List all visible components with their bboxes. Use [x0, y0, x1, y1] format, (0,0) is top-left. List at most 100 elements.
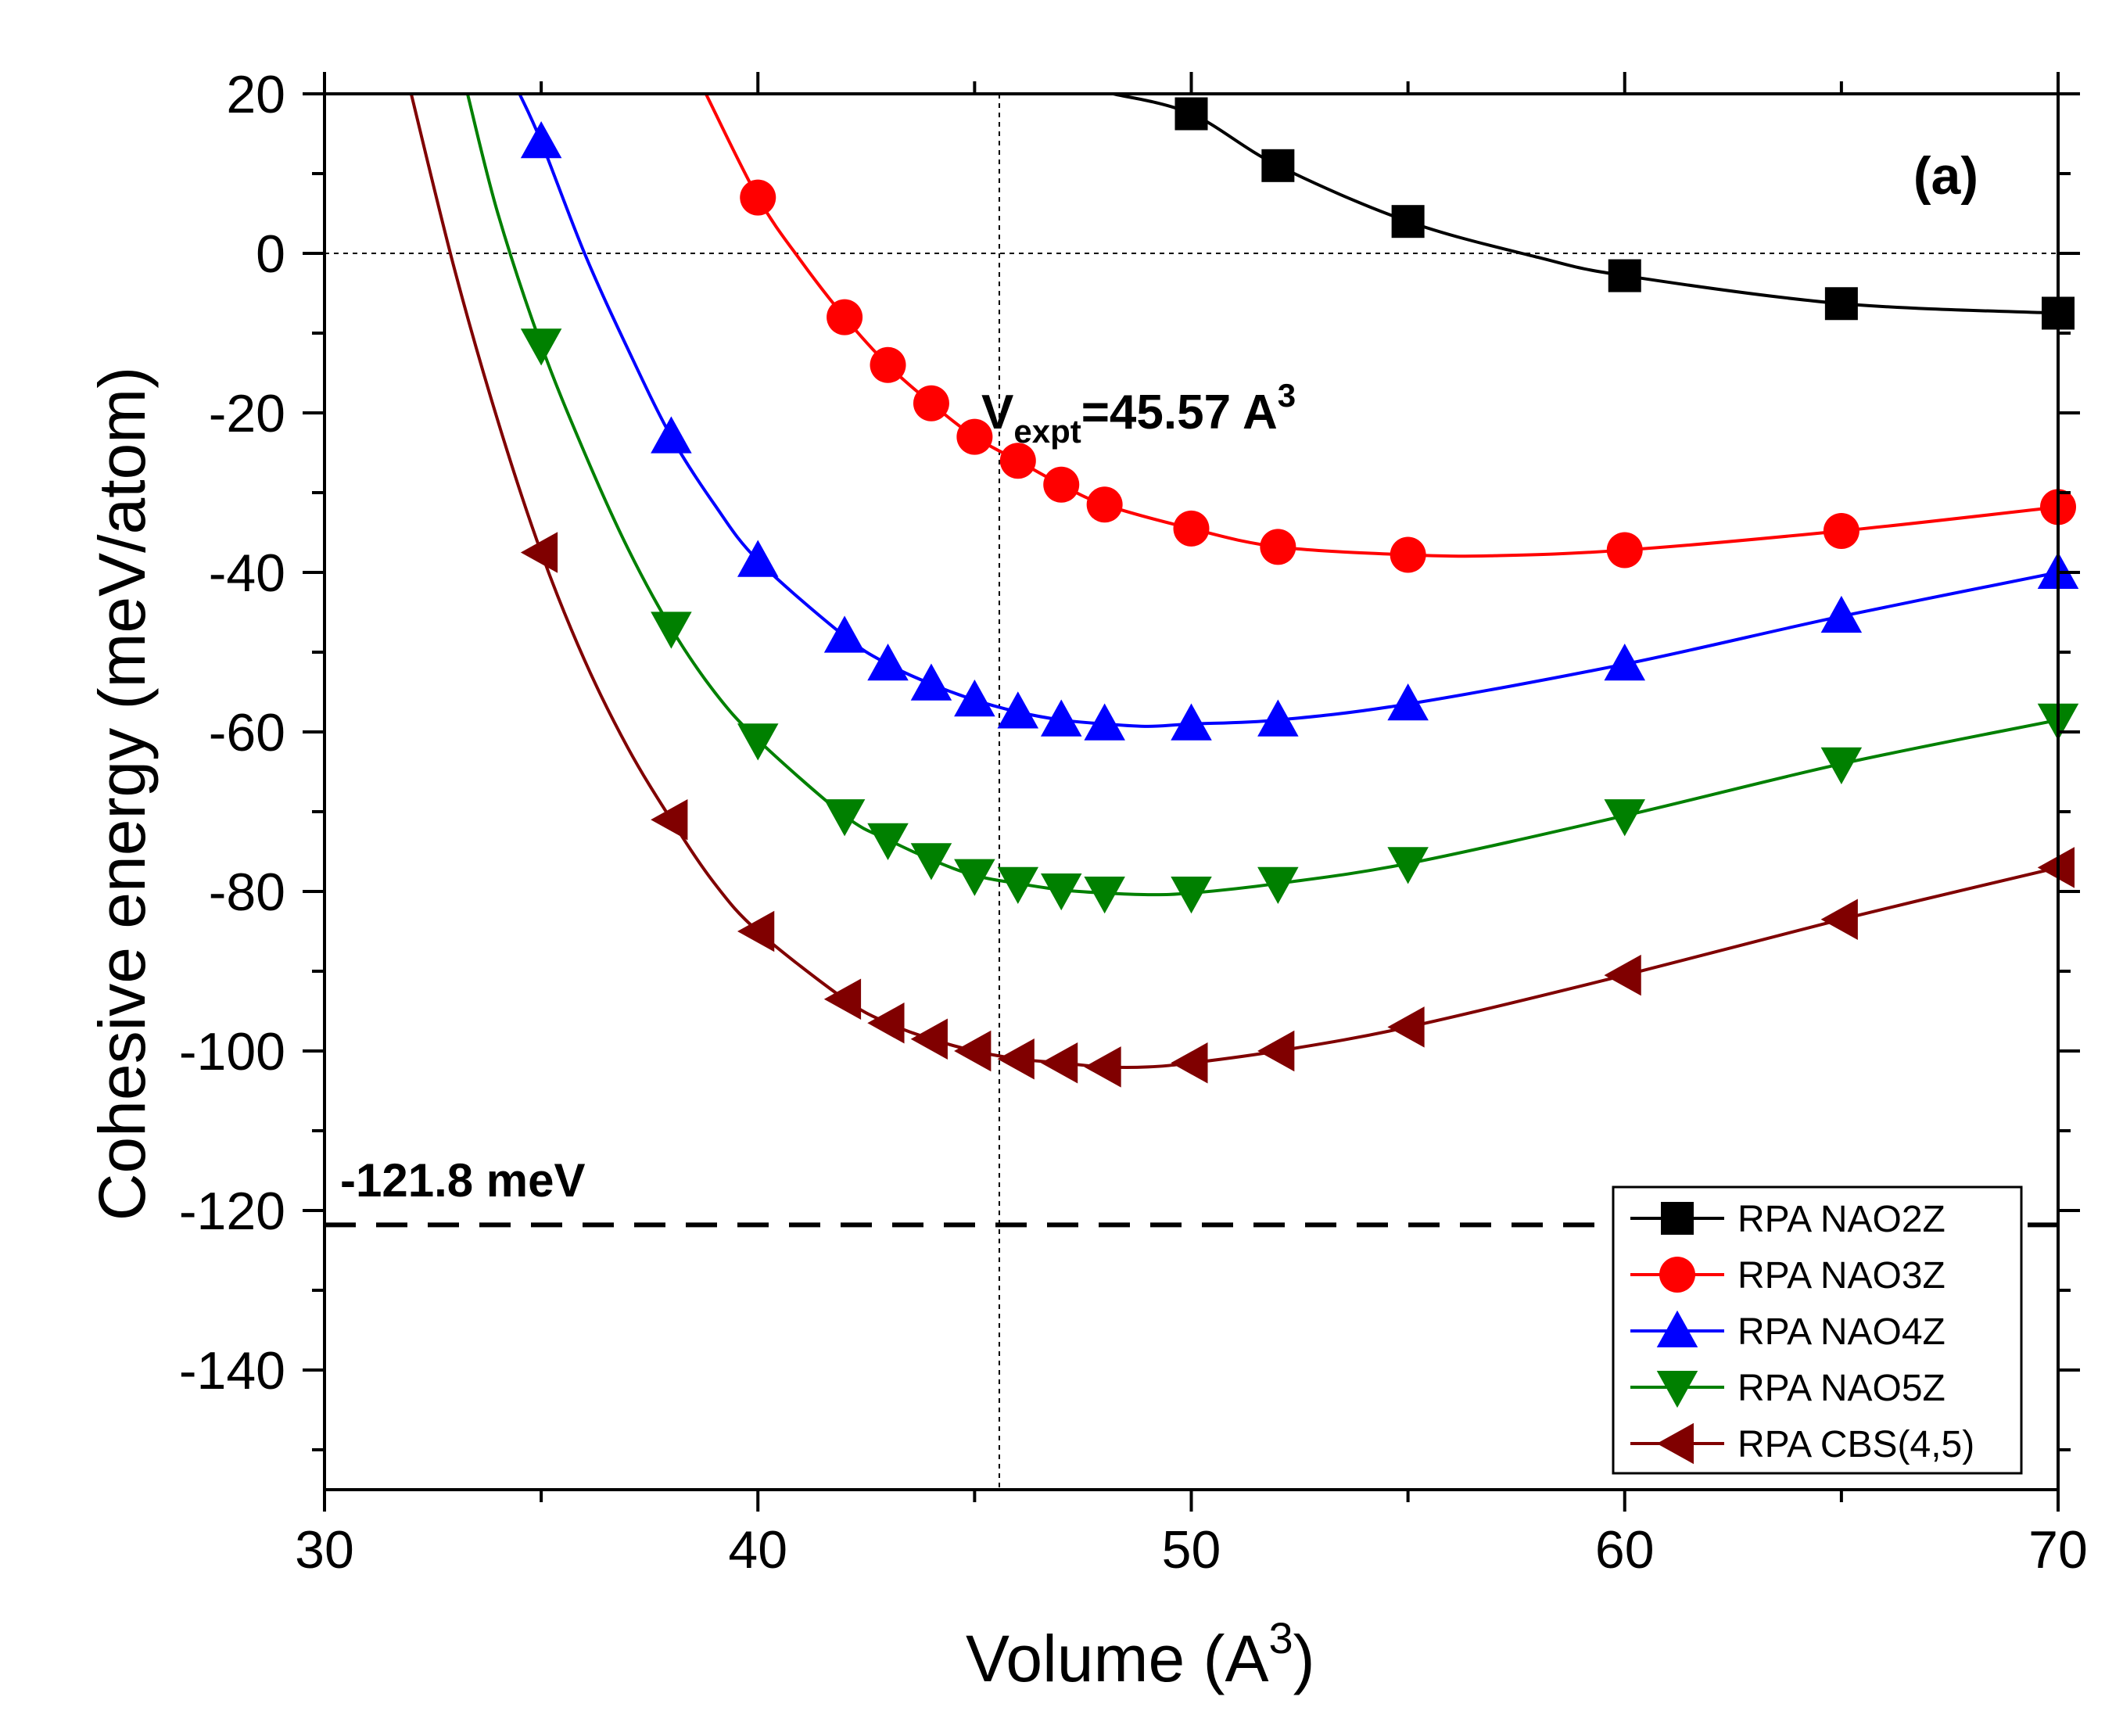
marker-rpa-nao4z-5 [910, 663, 952, 701]
marker-rpa-nao4z-10 [1171, 703, 1212, 741]
marker-rpa-nao4z-14 [1820, 595, 1863, 633]
legend-label-rpa-nao2z: RPA NAO2Z [1737, 1199, 1945, 1240]
x-axis-title: Volume (A3) [966, 1613, 1315, 1695]
vexpt-label-rest: =45.57 A [1081, 386, 1278, 439]
curve-rpa-cbs-4-5 [409, 94, 2058, 1070]
marker-rpa-nao4z-12 [1387, 683, 1429, 721]
marker-rpa-nao3z-12 [1823, 512, 1859, 549]
marker-rpa-nao3z-9 [1260, 529, 1296, 565]
marker-rpa-nao4z-3 [823, 615, 866, 653]
hline-label: -121.8 meV [340, 1154, 586, 1207]
marker-rpa-nao5z-12 [1387, 847, 1429, 884]
marker-rpa-cbs-4-5-4 [867, 1003, 905, 1044]
marker-rpa-nao4z-7 [997, 691, 1039, 729]
marker-rpa-cbs-4-5-1 [651, 798, 688, 841]
vexpt-label-sub: expt [1013, 413, 1081, 450]
marker-rpa-nao5z-6 [954, 859, 995, 896]
marker-rpa-nao3z-2 [870, 346, 906, 383]
marker-rpa-nao4z-0 [520, 120, 562, 159]
marker-rpa-cbs-4-5-3 [823, 978, 862, 1020]
marker-rpa-cbs-4-5-0 [520, 532, 558, 573]
x-tick-label-60: 60 [1595, 1520, 1655, 1580]
y-tick-label--40: -40 [209, 543, 285, 603]
curve-rpa-nao3z [704, 94, 2058, 558]
marker-rpa-nao3z-3 [913, 385, 949, 421]
curves-clipped [409, 94, 2058, 1070]
marker-rpa-nao5z-13 [1604, 799, 1645, 837]
legend-marker-rpa-nao3z [1659, 1257, 1695, 1293]
marker-rpa-nao3z-0 [740, 179, 776, 216]
marker-rpa-nao5z-4 [867, 823, 909, 860]
marker-rpa-nao3z-10 [1390, 536, 1426, 573]
data-markers [520, 97, 2079, 1088]
marker-rpa-cbs-4-5-13 [1604, 954, 1641, 996]
marker-rpa-nao2z-2 [1391, 205, 1425, 239]
marker-rpa-nao3z-4 [956, 418, 993, 455]
y-axis-title: Cohesive energy (meV/atom) [85, 367, 159, 1221]
legend: RPA NAO2Z RPA NAO3Z RPA NAO4Z RPA NAO5Z RPA … [1612, 1185, 2023, 1475]
y-tick-label--20: -20 [209, 384, 285, 443]
marker-rpa-nao5z-5 [910, 843, 952, 881]
marker-rpa-nao5z-0 [520, 328, 562, 366]
legend-label-rpa-cbs-4-5: RPA CBS(4,5) [1737, 1424, 1974, 1465]
marker-rpa-nao5z-8 [1040, 873, 1082, 911]
y-tick-label--60: -60 [209, 703, 285, 762]
y-tick-label-0: 0 [256, 224, 285, 284]
x-axis-title-sup: 3 [1269, 1613, 1293, 1662]
vexpt-label: Vexpt=45.57 A3 [981, 377, 1296, 450]
x-axis-title-main: Volume (A [966, 1622, 1269, 1695]
marker-rpa-nao4z-9 [1084, 703, 1125, 741]
marker-rpa-nao4z-11 [1257, 699, 1299, 737]
marker-rpa-nao3z-7 [1086, 486, 1123, 523]
marker-rpa-nao4z-1 [651, 416, 692, 454]
x-tick-label-30: 30 [295, 1520, 354, 1580]
reference-lines [325, 94, 2058, 1490]
y-tick-label--100: -100 [179, 1022, 285, 1081]
marker-rpa-nao3z-5 [999, 443, 1036, 479]
marker-rpa-nao2z-3 [1608, 259, 1641, 292]
panel-label: (a) [1913, 146, 1978, 206]
marker-rpa-cbs-4-5-12 [1387, 1006, 1425, 1048]
legend-marker-rpa-nao4z [1656, 1310, 1698, 1347]
x-axis-title-close: ) [1293, 1622, 1315, 1695]
marker-rpa-nao3z-8 [1173, 510, 1210, 547]
legend-label-rpa-nao5z: RPA NAO5Z [1737, 1368, 1945, 1409]
marker-rpa-nao3z-1 [827, 299, 863, 335]
y-tick-label--80: -80 [209, 863, 285, 922]
y-tick-label--120: -120 [179, 1182, 285, 1241]
marker-rpa-nao4z-4 [867, 644, 909, 681]
marker-rpa-nao5z-3 [823, 799, 866, 837]
x-tick-label-70: 70 [2028, 1520, 2088, 1580]
marker-rpa-cbs-4-5-7 [997, 1038, 1035, 1080]
legend-marker-rpa-nao2z [1661, 1202, 1694, 1235]
marker-rpa-cbs-4-5-5 [910, 1018, 948, 1060]
legend-marker-rpa-cbs-4-5 [1656, 1422, 1694, 1465]
marker-rpa-cbs-4-5-11 [1257, 1030, 1295, 1072]
marker-rpa-nao5z-1 [651, 612, 692, 649]
marker-rpa-nao5z-7 [997, 866, 1039, 905]
y-tick-label--140: -140 [179, 1341, 285, 1401]
marker-rpa-cbs-4-5-9 [1084, 1046, 1121, 1088]
fit-curves [409, 94, 2058, 1070]
y-tick-label-20: 20 [226, 65, 285, 124]
x-tick-label-50: 50 [1162, 1520, 1221, 1580]
marker-rpa-nao5z-2 [737, 723, 779, 761]
marker-rpa-nao4z-8 [1040, 699, 1082, 737]
marker-rpa-nao4z-2 [737, 540, 779, 577]
marker-rpa-cbs-4-5-15 [2037, 847, 2075, 888]
marker-rpa-nao2z-4 [1824, 287, 1858, 321]
x-tick-label-40: 40 [728, 1520, 787, 1580]
marker-rpa-cbs-4-5-8 [1040, 1042, 1078, 1084]
curve-rpa-nao4z [518, 94, 2058, 728]
marker-rpa-nao3z-6 [1043, 466, 1080, 503]
curve-rpa-nao5z [465, 94, 2058, 897]
marker-rpa-cbs-4-5-2 [737, 910, 775, 952]
marker-rpa-nao4z-13 [1604, 644, 1645, 681]
marker-rpa-cbs-4-5-10 [1171, 1042, 1208, 1084]
marker-rpa-nao4z-6 [954, 679, 995, 717]
marker-rpa-cbs-4-5-6 [954, 1030, 992, 1072]
marker-rpa-nao3z-11 [1606, 532, 1643, 569]
marker-rpa-nao5z-10 [1171, 877, 1212, 914]
marker-rpa-nao5z-11 [1257, 866, 1299, 905]
